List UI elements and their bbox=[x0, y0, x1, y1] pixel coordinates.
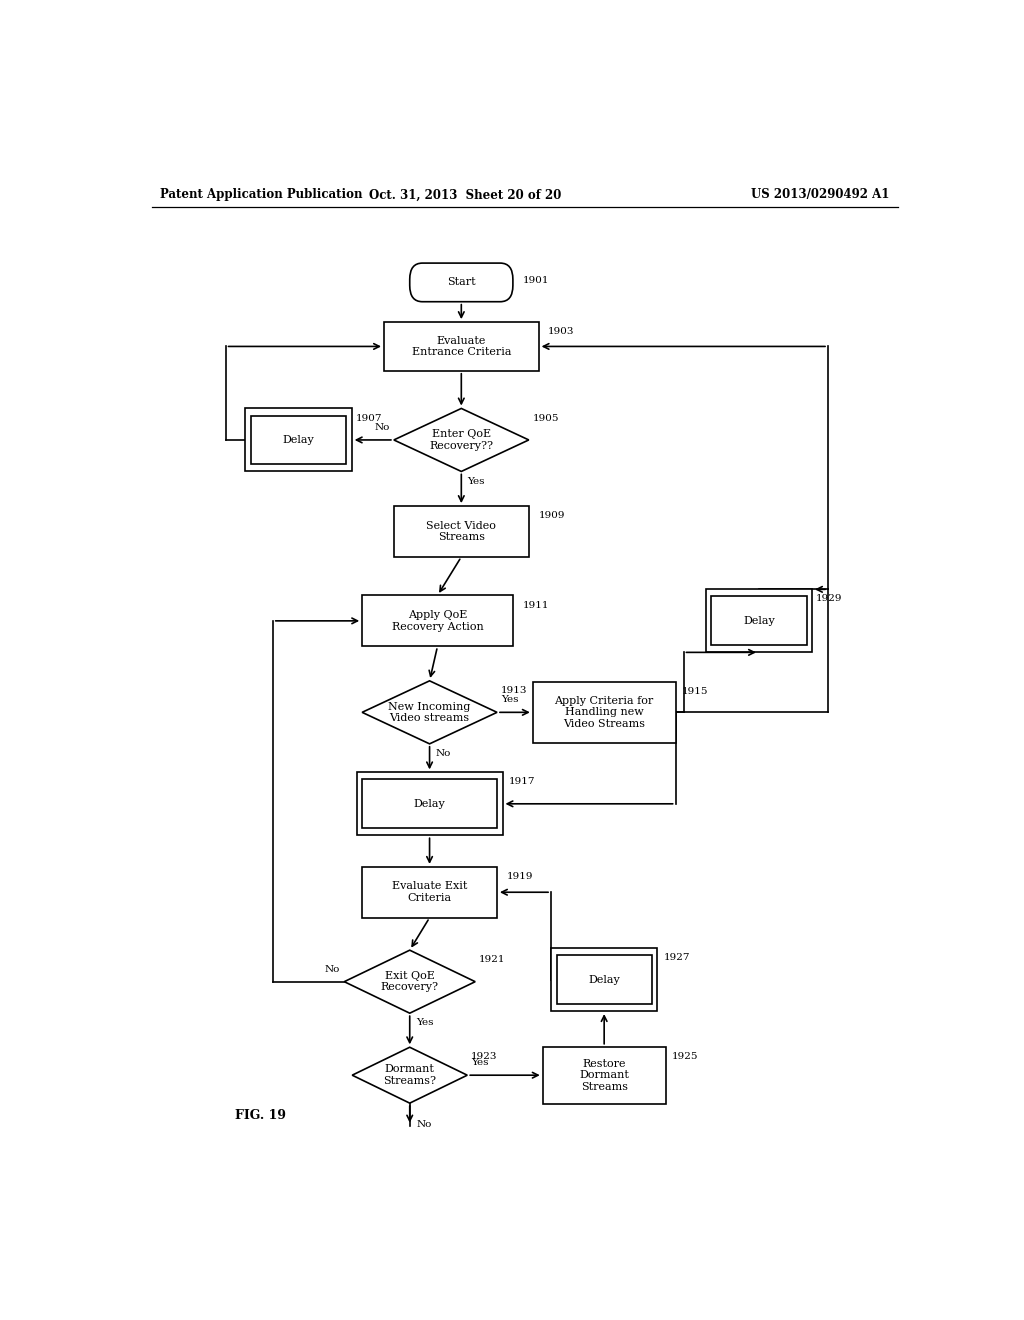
Bar bbox=[251, 416, 346, 465]
Text: Yes: Yes bbox=[416, 1018, 433, 1027]
Text: Dormant
Streams?: Dormant Streams? bbox=[383, 1064, 436, 1086]
Text: 1927: 1927 bbox=[664, 953, 690, 962]
Polygon shape bbox=[394, 408, 528, 471]
Text: Evaluate Exit
Criteria: Evaluate Exit Criteria bbox=[392, 882, 467, 903]
Text: New Incoming
Video streams: New Incoming Video streams bbox=[388, 701, 471, 723]
Text: 1907: 1907 bbox=[355, 413, 382, 422]
Text: Yes: Yes bbox=[468, 477, 485, 486]
Text: Patent Application Publication: Patent Application Publication bbox=[160, 189, 362, 202]
Bar bbox=[712, 597, 807, 645]
Text: Delay: Delay bbox=[283, 436, 314, 445]
Text: Yes: Yes bbox=[471, 1059, 488, 1067]
Text: 1905: 1905 bbox=[532, 413, 559, 422]
Text: 1915: 1915 bbox=[682, 686, 709, 696]
Bar bbox=[362, 867, 497, 917]
Bar bbox=[557, 956, 652, 1005]
Bar bbox=[543, 1047, 666, 1104]
Text: 1909: 1909 bbox=[539, 511, 565, 520]
Text: Apply Criteria for
Handling new
Video Streams: Apply Criteria for Handling new Video St… bbox=[555, 696, 653, 729]
Bar bbox=[356, 772, 503, 836]
Text: 1925: 1925 bbox=[672, 1052, 698, 1061]
Bar bbox=[362, 779, 497, 828]
Text: Yes: Yes bbox=[501, 696, 518, 704]
Text: 1921: 1921 bbox=[479, 956, 506, 964]
Bar bbox=[394, 506, 528, 557]
Text: 1923: 1923 bbox=[471, 1052, 498, 1061]
Bar bbox=[362, 595, 513, 647]
Text: 1917: 1917 bbox=[509, 777, 536, 787]
Text: Delay: Delay bbox=[743, 616, 775, 626]
Polygon shape bbox=[362, 681, 497, 744]
Text: US 2013/0290492 A1: US 2013/0290492 A1 bbox=[752, 189, 890, 202]
Text: No: No bbox=[375, 422, 390, 432]
Text: Select Video
Streams: Select Video Streams bbox=[426, 520, 497, 543]
Bar bbox=[246, 408, 352, 471]
Text: Delay: Delay bbox=[588, 974, 621, 985]
Text: No: No bbox=[325, 965, 340, 974]
Text: No: No bbox=[416, 1121, 431, 1130]
Text: Restore
Dormant
Streams: Restore Dormant Streams bbox=[580, 1059, 629, 1092]
Text: 1929: 1929 bbox=[816, 594, 843, 603]
Text: FIG. 19: FIG. 19 bbox=[236, 1109, 286, 1122]
Text: No: No bbox=[436, 748, 452, 758]
Text: 1903: 1903 bbox=[548, 327, 574, 337]
Text: Oct. 31, 2013  Sheet 20 of 20: Oct. 31, 2013 Sheet 20 of 20 bbox=[369, 189, 561, 202]
Text: 1913: 1913 bbox=[501, 686, 527, 694]
Text: 1911: 1911 bbox=[522, 601, 549, 610]
Text: Start: Start bbox=[447, 277, 475, 288]
Text: Enter QoE
Recovery??: Enter QoE Recovery?? bbox=[429, 429, 494, 450]
FancyBboxPatch shape bbox=[410, 263, 513, 302]
Bar bbox=[551, 948, 657, 1011]
Text: Evaluate
Entrance Criteria: Evaluate Entrance Criteria bbox=[412, 335, 511, 358]
Polygon shape bbox=[352, 1047, 467, 1104]
Text: Delay: Delay bbox=[414, 799, 445, 809]
Text: Exit QoE
Recovery?: Exit QoE Recovery? bbox=[381, 972, 438, 993]
Text: 1901: 1901 bbox=[522, 276, 549, 285]
Bar bbox=[706, 589, 812, 652]
Bar bbox=[384, 322, 539, 371]
Polygon shape bbox=[344, 950, 475, 1014]
Bar bbox=[532, 682, 676, 743]
Text: 1919: 1919 bbox=[507, 873, 534, 880]
Text: Apply QoE
Recovery Action: Apply QoE Recovery Action bbox=[391, 610, 483, 632]
